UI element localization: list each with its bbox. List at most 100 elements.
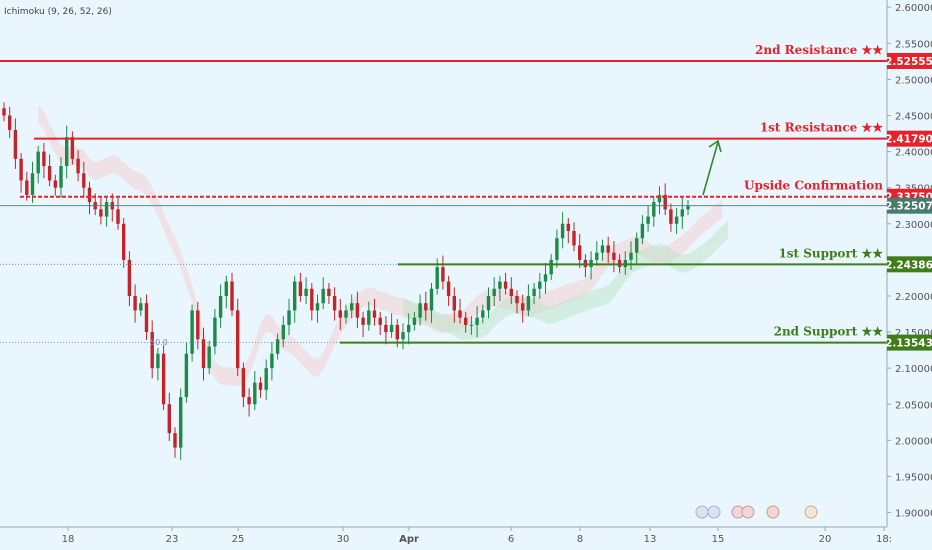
candle-body: [224, 281, 229, 296]
candle-body: [367, 310, 371, 325]
candle-body: [606, 245, 610, 253]
candle-body: [104, 202, 109, 217]
indicator-label: Ichimoku (9, 26, 52, 26): [4, 7, 112, 17]
candle-body: [230, 281, 234, 311]
candle-body: [161, 353, 166, 405]
candle-body: [560, 223, 565, 239]
x-tick-label: 30: [337, 534, 350, 545]
candle-body: [412, 317, 417, 325]
candle-body: [446, 281, 451, 296]
candle-body: [2, 108, 6, 116]
x-tick-label: 13: [644, 534, 657, 545]
event-flag-icon[interactable]: [766, 505, 780, 519]
candle-body: [657, 194, 662, 203]
candle-body: [64, 137, 69, 167]
x-tick-label: 25: [232, 534, 245, 545]
price-tag-bg: [887, 256, 932, 273]
y-tick-label: 2.40000: [895, 148, 932, 159]
y-tick-label: 2.00000: [895, 436, 932, 447]
candle-body: [298, 281, 303, 296]
candle-body: [389, 324, 394, 333]
candle-body: [361, 317, 365, 325]
candle-body: [19, 158, 23, 181]
candle-body: [292, 281, 297, 311]
candle-body: [201, 339, 206, 369]
candle-body: [349, 303, 354, 311]
candle-body: [475, 317, 479, 325]
candle-body: [424, 303, 428, 311]
candle-body: [652, 202, 656, 217]
candle-body: [674, 216, 679, 224]
candle-body: [264, 368, 268, 390]
candle-body: [543, 274, 548, 282]
x-tick-label: 15: [712, 534, 725, 545]
candle-body: [190, 310, 194, 354]
candle-body: [47, 166, 52, 181]
candle-body: [304, 288, 308, 296]
level-label: Upside Confirmation: [744, 179, 883, 193]
candle-body: [549, 259, 553, 275]
candle-body: [418, 303, 422, 318]
event-flag-icon[interactable]: [741, 505, 755, 519]
candle-body: [270, 353, 274, 369]
candle-body: [327, 288, 331, 296]
y-tick-label: 2.15000: [895, 328, 932, 339]
event-flag-icon[interactable]: [695, 505, 709, 519]
candle-body: [566, 223, 571, 232]
event-flag-icon[interactable]: [804, 505, 818, 519]
candle-body: [121, 223, 126, 260]
candle-body: [332, 295, 337, 311]
economic-events[interactable]: [695, 505, 818, 519]
y-tick-label: 2.10000: [895, 364, 932, 375]
price-tag-label: 2.52555: [885, 56, 932, 68]
candle-body: [241, 368, 246, 398]
price-tag-bg: [887, 334, 932, 351]
candle-body: [669, 209, 673, 224]
x-tick-label: 8: [577, 534, 583, 545]
candle-body: [640, 223, 645, 239]
candle-body: [315, 303, 320, 311]
ichimoku-cloud: [38, 104, 728, 386]
event-flag-icon[interactable]: [707, 505, 721, 519]
candle-body: [99, 209, 103, 217]
candle-body: [384, 324, 388, 333]
cloud-band-bull: [403, 220, 728, 341]
price-tag-label: 2.13543: [885, 338, 932, 350]
candle-body: [572, 231, 576, 246]
arrow-shaft: [702, 141, 719, 196]
candle-body: [116, 209, 120, 224]
candle-body: [310, 288, 314, 311]
candle-body: [25, 180, 29, 195]
candle-body: [629, 252, 633, 260]
candle-body: [481, 310, 485, 318]
candle-body: [646, 216, 650, 224]
candle-body: [355, 303, 360, 318]
candle-body: [429, 288, 434, 311]
candle-body: [235, 310, 240, 369]
candle-body: [469, 324, 474, 326]
y-tick-label: 1.90000: [895, 509, 932, 520]
candle-body: [663, 194, 667, 210]
candle-body: [435, 267, 439, 289]
candle-body: [258, 382, 263, 390]
candle-body: [486, 295, 491, 311]
candle-body: [492, 288, 496, 296]
candle-body: [463, 317, 468, 325]
arrow-head: [708, 139, 722, 153]
candle-body: [515, 295, 519, 304]
x-tick-label: Apr: [399, 534, 419, 545]
candle-body: [213, 317, 217, 347]
candle-body: [395, 324, 400, 340]
candle-body: [503, 281, 508, 289]
candle-body: [538, 281, 542, 289]
candle-body: [452, 295, 457, 311]
y-tick-label: 2.60000: [895, 3, 932, 14]
candle-body: [526, 295, 531, 311]
candle-body: [520, 303, 525, 311]
candle-body: [634, 238, 639, 253]
level-label: 2nd Resistance ★★: [755, 43, 883, 57]
last-price-tag-label: 2.32507: [885, 201, 932, 213]
candle-body: [7, 115, 12, 130]
